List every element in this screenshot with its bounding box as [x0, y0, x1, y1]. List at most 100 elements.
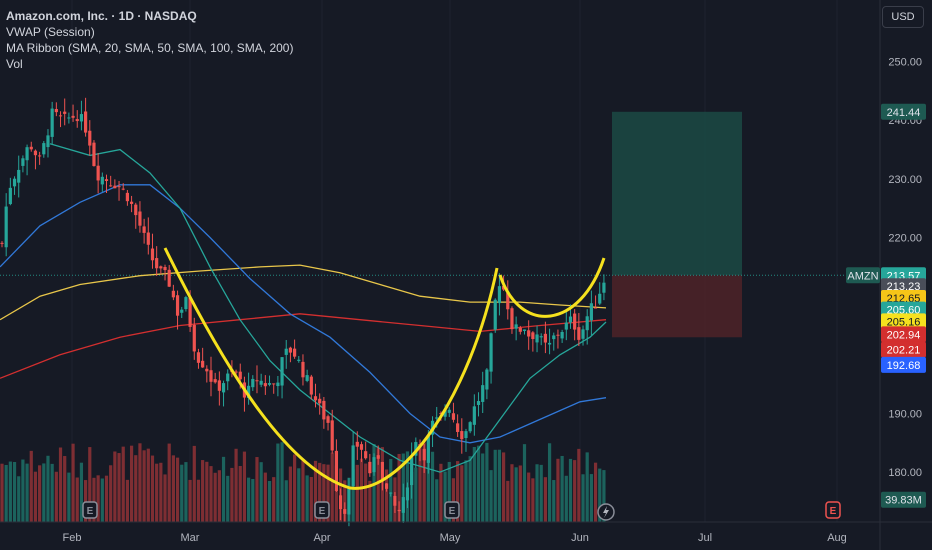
volume-bar — [255, 457, 259, 522]
y-axis-tick-label: 220.00 — [888, 233, 922, 245]
candle-body — [209, 370, 213, 382]
volume-bar — [184, 462, 188, 522]
candle-body — [573, 313, 577, 330]
volume-bar — [109, 465, 113, 522]
volume-bar — [188, 479, 192, 522]
volume-bar — [543, 477, 547, 522]
candle-body — [12, 178, 17, 187]
volume-bar — [414, 467, 418, 522]
candle-body — [535, 334, 539, 343]
volume-bar — [171, 455, 175, 522]
candle-body — [96, 165, 100, 181]
candle-body — [155, 258, 159, 269]
price-tag-bg — [881, 313, 926, 330]
handle-pattern-curve — [498, 257, 606, 318]
volume-bar — [430, 451, 435, 522]
volume-bar — [196, 479, 201, 522]
volume-bar — [355, 464, 359, 522]
volume-bar — [46, 455, 50, 522]
price-tag-label: 202.21 — [887, 345, 921, 357]
volume-bar — [359, 458, 364, 522]
candle-body — [184, 297, 188, 310]
candle-body — [38, 155, 42, 157]
candle-body — [435, 417, 439, 419]
symbol-title[interactable]: Amazon.com, Inc. · 1D · NASDAQ — [6, 9, 197, 23]
volume-bar — [418, 443, 422, 522]
candle-body — [598, 293, 602, 304]
candle-body — [447, 409, 451, 413]
volume-bar — [234, 448, 238, 522]
candle-body — [556, 334, 560, 336]
volume-bar — [17, 476, 21, 522]
candle-body — [84, 111, 88, 133]
candle-body — [581, 329, 585, 339]
candle-body — [0, 242, 4, 244]
candle-body — [472, 406, 476, 425]
candle-body — [238, 371, 242, 380]
sma200-line — [0, 313, 607, 379]
chart-legend: Amazon.com, Inc. · 1D · NASDAQ VWAP (Ses… — [6, 8, 293, 72]
candle-body — [42, 143, 46, 155]
volume-bar — [364, 463, 368, 522]
currency-button[interactable]: USD — [882, 6, 924, 28]
volume-bar — [276, 443, 280, 522]
volume-bar — [560, 455, 564, 522]
volume-bar — [531, 478, 535, 522]
candle-body — [150, 248, 155, 261]
candle-body — [213, 379, 217, 383]
candle-body — [564, 322, 568, 330]
candle-body — [134, 204, 138, 216]
candle-body — [25, 147, 29, 161]
volume-bar — [100, 478, 104, 522]
volume-bar — [121, 446, 125, 522]
candle-body — [301, 361, 305, 378]
candle-body — [577, 327, 581, 340]
candle-body — [226, 373, 230, 382]
ma-ribbon-indicator-label[interactable]: MA Ribbon (SMA, 20, SMA, 50, SMA, 100, S… — [6, 41, 294, 55]
x-axis-month-label: Mar — [181, 532, 200, 544]
price-tag-label: 39.83M — [885, 495, 922, 507]
candle-body — [518, 327, 522, 332]
candle-body — [426, 435, 430, 463]
volume-bar — [63, 456, 67, 522]
candle-body — [380, 462, 384, 480]
volume-bar — [58, 447, 63, 522]
candle-body — [247, 385, 251, 399]
candle-body — [50, 108, 54, 137]
volume-bar — [464, 460, 468, 522]
volume-bar — [201, 460, 205, 522]
volume-bar — [192, 445, 196, 522]
candle-body — [259, 380, 263, 385]
candle-body — [17, 169, 21, 183]
candle-body — [514, 324, 518, 329]
y-axis-tick-label: 180.00 — [888, 467, 922, 479]
volume-bar — [117, 453, 121, 522]
volume-bar — [502, 452, 506, 522]
earnings-event-label: E — [87, 506, 94, 517]
volume-bar — [272, 477, 276, 522]
volume-bar — [481, 453, 485, 522]
volume-indicator-label[interactable]: Vol — [6, 57, 23, 71]
candle-body — [276, 382, 280, 387]
candle-body — [142, 226, 146, 233]
candle-body — [522, 329, 527, 331]
candle-body — [205, 368, 209, 372]
candle-body — [58, 115, 63, 117]
candle-body — [330, 420, 334, 451]
volume-bar — [209, 466, 213, 522]
candle-body — [67, 117, 71, 119]
volume-bar — [547, 443, 552, 522]
volume-bar — [460, 465, 464, 522]
candle-body — [175, 295, 180, 316]
vwap-indicator-label[interactable]: VWAP (Session) — [6, 25, 95, 39]
candle-body — [201, 360, 205, 368]
candle-body — [117, 186, 121, 188]
candle-body — [443, 409, 447, 417]
candle-body — [272, 383, 276, 385]
candle-body — [468, 422, 472, 432]
candle-body — [497, 286, 502, 304]
volume-bar — [280, 442, 284, 522]
candle-body — [167, 269, 171, 287]
